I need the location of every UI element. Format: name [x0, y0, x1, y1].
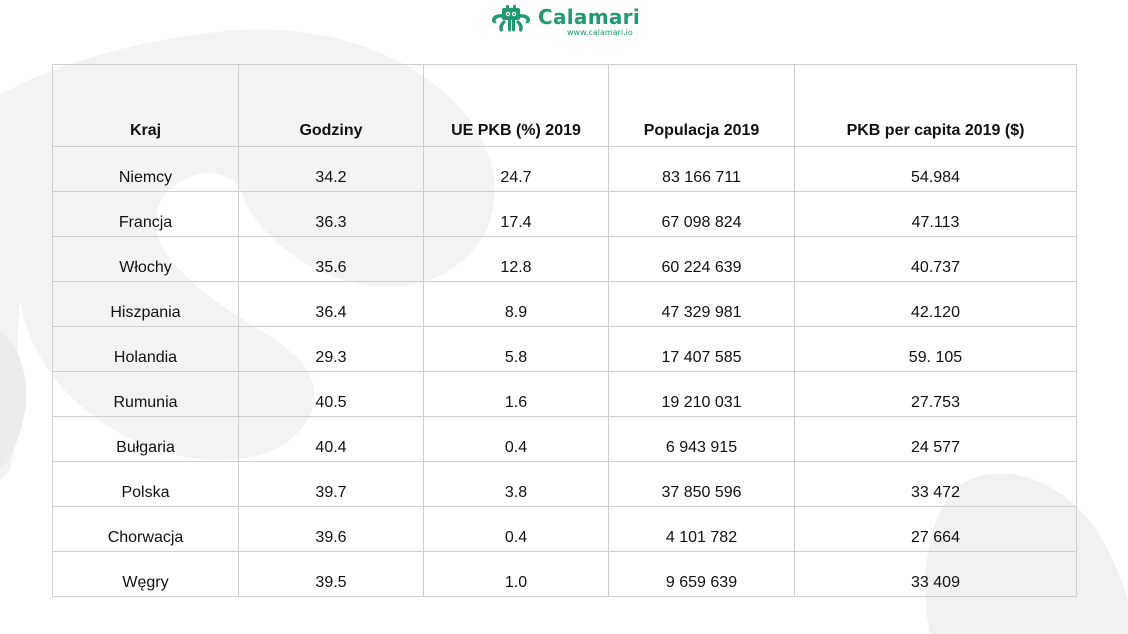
cell-pkb-per-capita: 59. 105 [794, 326, 1077, 372]
brand-url: www.calamari.io [567, 28, 633, 37]
cell-populacja: 60 224 639 [608, 236, 795, 282]
cell-populacja: 19 210 031 [608, 371, 795, 417]
column-header-pkb-per-capita: PKB per capita 2019 ($) [794, 64, 1077, 147]
table-row: Włochy 35.6 12.8 60 224 639 40.737 [52, 236, 1077, 282]
cell-ue-pkb: 3.8 [423, 461, 609, 507]
cell-populacja: 6 943 915 [608, 416, 795, 462]
cell-godziny: 39.5 [238, 551, 424, 597]
cell-kraj: Węgry [52, 551, 239, 597]
column-header-ue-pkb: UE PKB (%) 2019 [423, 64, 609, 147]
cell-pkb-per-capita: 47.113 [794, 191, 1077, 237]
cell-pkb-per-capita: 27.753 [794, 371, 1077, 417]
cell-kraj: Niemcy [52, 146, 239, 192]
cell-godziny: 36.3 [238, 191, 424, 237]
column-header-kraj: Kraj [52, 64, 239, 147]
column-header-godziny: Godziny [238, 64, 424, 147]
brand-name: Calamari [538, 5, 640, 29]
cell-kraj: Chorwacja [52, 506, 239, 552]
cell-populacja: 17 407 585 [608, 326, 795, 372]
table-row: Hiszpania 36.4 8.9 47 329 981 42.120 [52, 281, 1077, 327]
cell-godziny: 39.7 [238, 461, 424, 507]
cell-pkb-per-capita: 42.120 [794, 281, 1077, 327]
cell-populacja: 37 850 596 [608, 461, 795, 507]
table-row: Niemcy 34.2 24.7 83 166 711 54.984 [52, 146, 1077, 192]
cell-populacja: 4 101 782 [608, 506, 795, 552]
cell-populacja: 47 329 981 [608, 281, 795, 327]
cell-populacja: 9 659 639 [608, 551, 795, 597]
cell-godziny: 34.2 [238, 146, 424, 192]
cell-populacja: 83 166 711 [608, 146, 795, 192]
table-row: Polska 39.7 3.8 37 850 596 33 472 [52, 461, 1077, 507]
table-row: Bułgaria 40.4 0.4 6 943 915 24 577 [52, 416, 1077, 462]
cell-ue-pkb: 12.8 [423, 236, 609, 282]
cell-godziny: 40.4 [238, 416, 424, 462]
cell-pkb-per-capita: 40.737 [794, 236, 1077, 282]
column-header-populacja: Populacja 2019 [608, 64, 795, 147]
cell-ue-pkb: 0.4 [423, 506, 609, 552]
cell-ue-pkb: 17.4 [423, 191, 609, 237]
cell-pkb-per-capita: 24 577 [794, 416, 1077, 462]
cell-kraj: Francja [52, 191, 239, 237]
table-row: Holandia 29.3 5.8 17 407 585 59. 105 [52, 326, 1077, 372]
cell-pkb-per-capita: 27 664 [794, 506, 1077, 552]
cell-godziny: 40.5 [238, 371, 424, 417]
calamari-octopus-icon [492, 5, 530, 32]
cell-pkb-per-capita: 33 409 [794, 551, 1077, 597]
table-row: Francja 36.3 17.4 67 098 824 47.113 [52, 191, 1077, 237]
brand-logo[interactable]: Calamari www.calamari.io [490, 4, 640, 38]
cell-ue-pkb: 0.4 [423, 416, 609, 462]
cell-pkb-per-capita: 33 472 [794, 461, 1077, 507]
table-row: Węgry 39.5 1.0 9 659 639 33 409 [52, 551, 1077, 597]
cell-godziny: 39.6 [238, 506, 424, 552]
header: Calamari www.calamari.io [0, 0, 1128, 50]
table-header-row: Kraj Godziny UE PKB (%) 2019 Populacja 2… [52, 64, 1077, 147]
cell-kraj: Bułgaria [52, 416, 239, 462]
cell-pkb-per-capita: 54.984 [794, 146, 1077, 192]
cell-kraj: Hiszpania [52, 281, 239, 327]
cell-kraj: Polska [52, 461, 239, 507]
table-row: Rumunia 40.5 1.6 19 210 031 27.753 [52, 371, 1077, 417]
cell-godziny: 35.6 [238, 236, 424, 282]
cell-kraj: Holandia [52, 326, 239, 372]
cell-kraj: Włochy [52, 236, 239, 282]
country-stats-table: Kraj Godziny UE PKB (%) 2019 Populacja 2… [52, 64, 1077, 597]
cell-ue-pkb: 1.6 [423, 371, 609, 417]
table-row: Chorwacja 39.6 0.4 4 101 782 27 664 [52, 506, 1077, 552]
cell-godziny: 29.3 [238, 326, 424, 372]
cell-ue-pkb: 8.9 [423, 281, 609, 327]
cell-kraj: Rumunia [52, 371, 239, 417]
cell-ue-pkb: 24.7 [423, 146, 609, 192]
cell-ue-pkb: 1.0 [423, 551, 609, 597]
cell-populacja: 67 098 824 [608, 191, 795, 237]
cell-ue-pkb: 5.8 [423, 326, 609, 372]
cell-godziny: 36.4 [238, 281, 424, 327]
